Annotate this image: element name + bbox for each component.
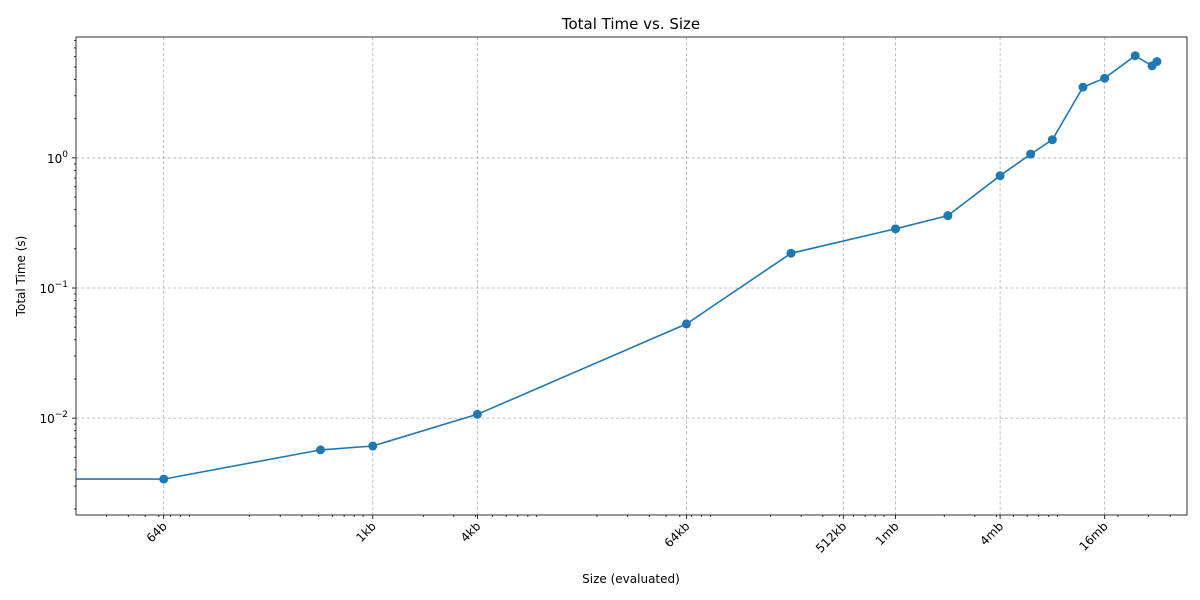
series-line	[76, 54, 1158, 480]
x-tick-label: 512kb	[813, 519, 849, 555]
data-point	[786, 248, 796, 258]
data-point	[1152, 57, 1162, 67]
data-point	[472, 409, 482, 419]
x-tick-label: 4kb	[458, 519, 484, 545]
data-point	[1047, 135, 1057, 145]
data-point	[316, 445, 326, 455]
data-point	[159, 474, 169, 484]
plot-frame	[75, 36, 1188, 516]
x-tick-label: 4mb	[977, 519, 1006, 548]
data-point	[1100, 73, 1110, 83]
data-point	[681, 319, 691, 329]
chart-title: Total Time vs. Size	[561, 15, 700, 33]
x-axis-label: Size (evaluated)	[582, 572, 680, 586]
y-tick-label: 10−1	[39, 280, 68, 296]
series-layer	[76, 51, 1162, 484]
x-tick-label: 64b	[144, 519, 170, 545]
data-point	[1130, 51, 1140, 61]
x-tick-label: 64kb	[662, 519, 693, 550]
data-point	[1078, 82, 1088, 92]
data-point	[368, 441, 378, 451]
data-point	[943, 211, 953, 221]
x-tick-label: 1kb	[353, 519, 379, 545]
data-point	[1026, 149, 1036, 159]
data-point	[891, 224, 901, 234]
grid-layer	[76, 37, 1187, 515]
y-axis-label: Total Time (s)	[14, 236, 28, 318]
x-tick-label: 1mb	[873, 519, 902, 548]
axes-layer: 64b 1kb 4kb 64kb 512kb 1mb 4mb 16mb 10−2 10−1 100	[39, 36, 1188, 556]
x-tick-label: 16mb	[1076, 519, 1110, 553]
data-point	[995, 171, 1005, 181]
y-tick-label: 100	[47, 150, 68, 166]
y-tick-label: 10−2	[39, 410, 68, 426]
